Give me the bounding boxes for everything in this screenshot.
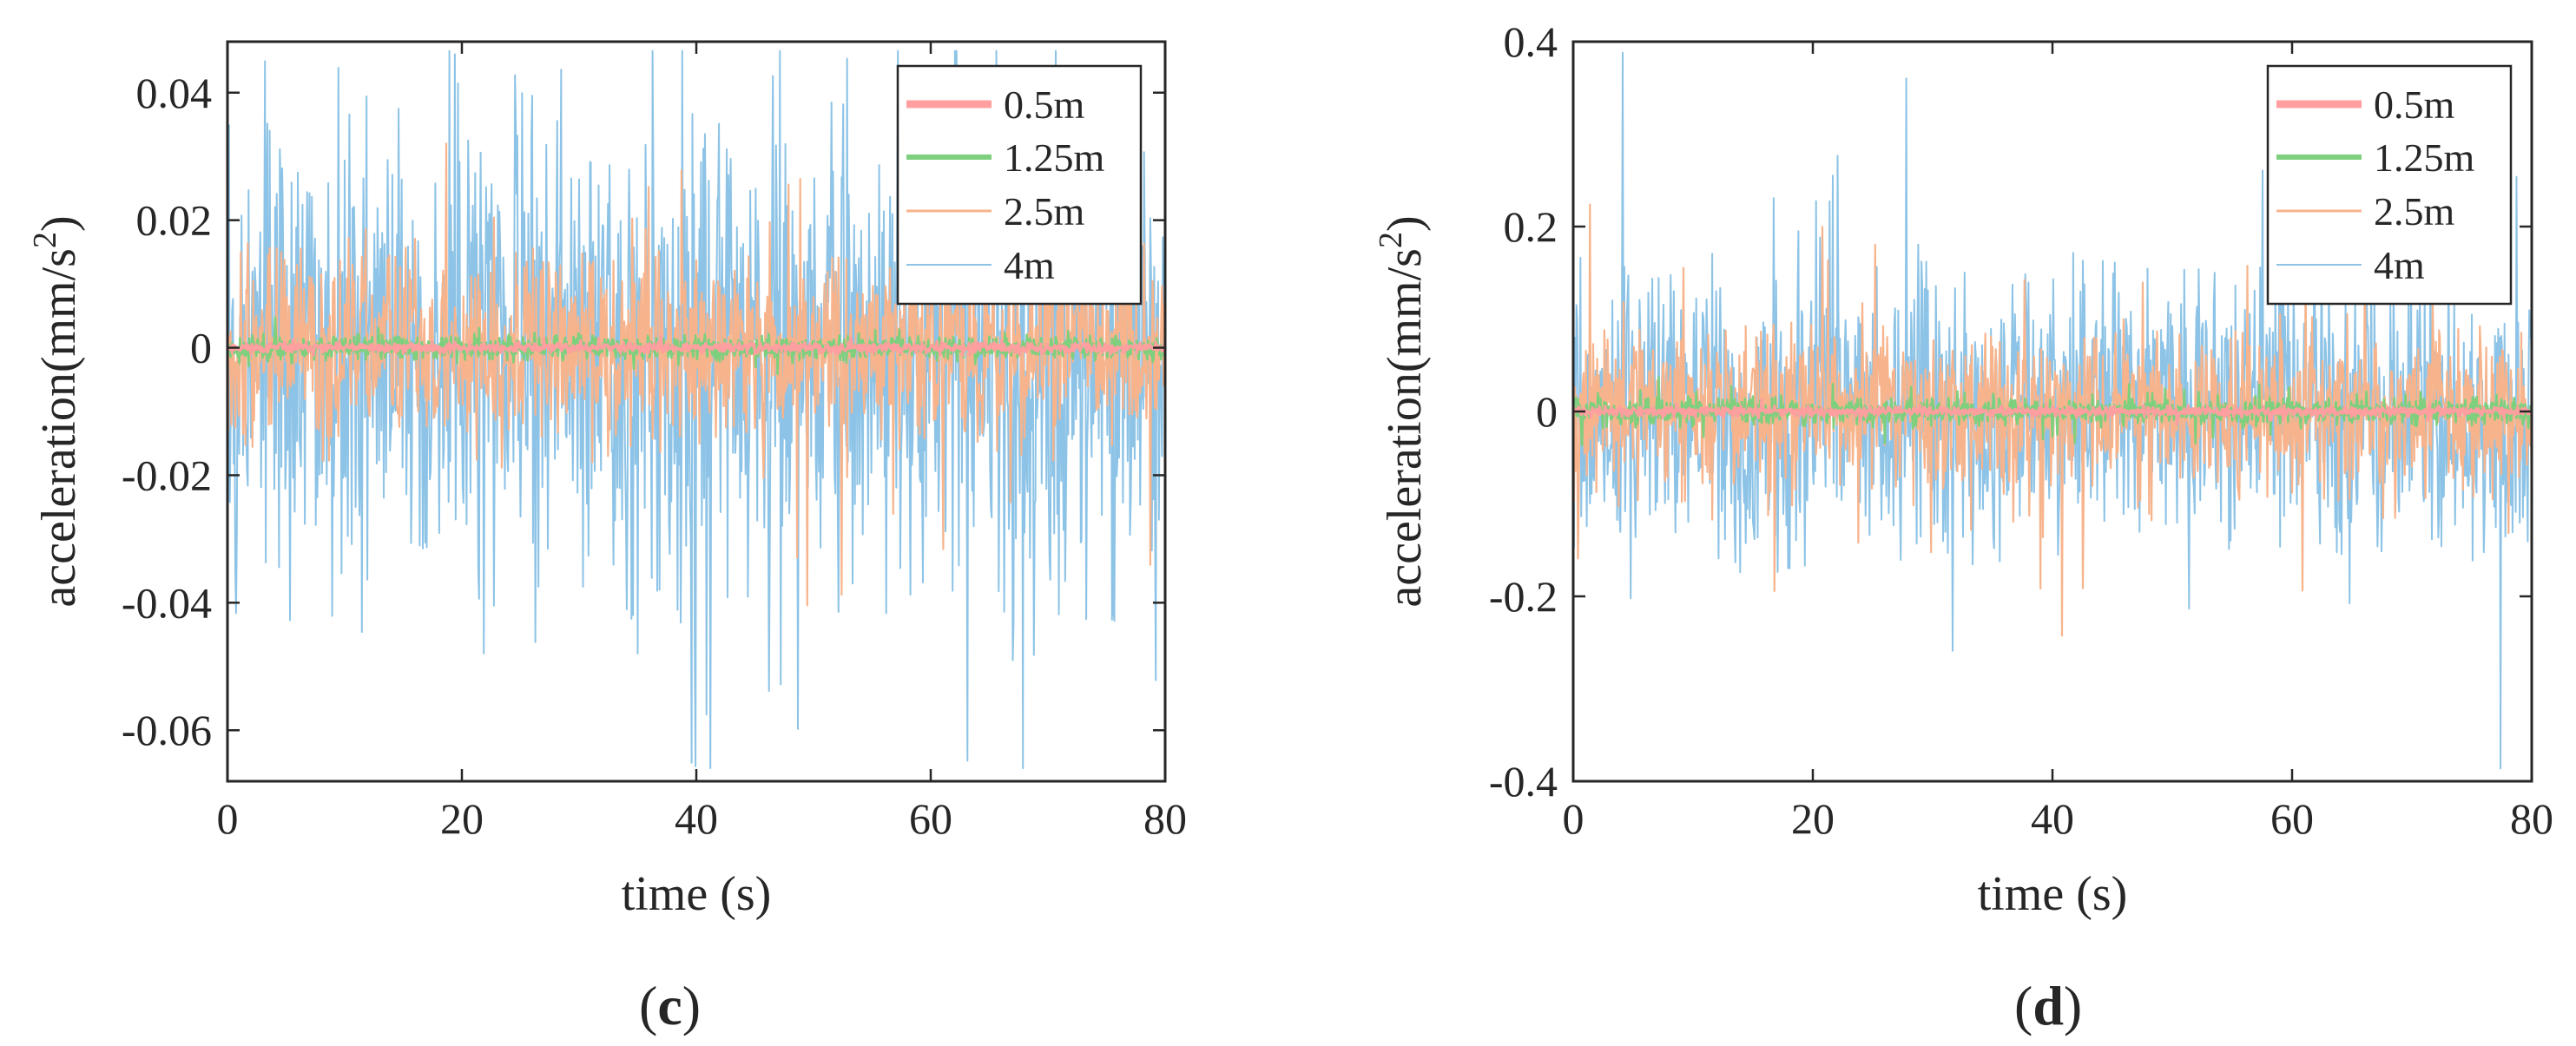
x-tick-label: 0 [1563,794,1584,843]
y-tick-label: -0.04 [122,578,212,627]
series-line-0-5m [1571,398,2533,426]
x-tick-label: 60 [2270,794,2314,843]
x-axis-label: time (s) [622,867,772,921]
y-tick-label: -0.02 [122,451,212,499]
y-tick-label: -0.4 [1489,757,1558,806]
legend: 0.5m 1.25m 2.5m 4m [896,64,1143,306]
x-tick-label: 80 [1143,794,1187,843]
y-tick-label: 0.04 [136,69,213,117]
y-axis-label: acceleration(mm/s2) [27,215,86,607]
x-axis-label: time (s) [1978,867,2128,921]
y-axis-label: acceleration(mm/s2) [1373,215,1432,607]
x-tick-label: 80 [2510,794,2553,843]
legend: 0.5m 1.25m 2.5m 4m [2266,64,2513,306]
y-tick-label: 0.02 [136,196,213,245]
series-group [1571,51,2533,770]
chart-panel-d: 0 20 40 60 80 -0.4 -0.2 0 0.2 0.4 0.5m 1.25m 2.5m… [1373,17,2553,1036]
legend-label-0-5m: 0.5m [1004,82,1085,127]
legend-label-4m: 4m [1004,243,1055,287]
x-tick-label: 20 [440,794,484,843]
legend-label-2-5m: 2.5m [2374,189,2455,234]
y-tick-label: -0.06 [122,706,212,754]
axis-ticks: 0 20 40 60 80 -0.4 -0.2 0 0.2 0.4 [1489,17,2553,843]
legend-label-1-25m: 1.25m [1004,135,1105,180]
panel-label: (c) [639,975,701,1036]
y-tick-label: 0.4 [1504,17,1558,66]
legend-label-2-5m: 2.5m [1004,189,1085,234]
legend-label-1-25m: 1.25m [2374,135,2475,180]
legend-label-0-5m: 0.5m [2374,82,2455,127]
y-tick-label: -0.2 [1489,572,1558,621]
y-tick-label: 0.2 [1504,202,1558,251]
x-tick-label: 60 [909,794,952,843]
y-tick-label: 0 [1536,387,1558,436]
x-tick-label: 20 [1791,794,1835,843]
chart-panel-c: 0 20 40 60 80 -0.06 -0.04 -0.02 0 0.02 0.04 0.5m 1… [27,40,1187,1036]
x-tick-label: 40 [2031,794,2074,843]
series-line-0-5m [226,334,1167,358]
axis-ticks: 0 20 40 60 80 -0.06 -0.04 -0.02 0 0.02 0.04 [122,42,1187,843]
panel-label: (d) [2014,975,2082,1036]
x-tick-label: 0 [217,794,239,843]
legend-label-4m: 4m [2374,243,2425,287]
y-tick-label: 0 [190,324,212,372]
x-tick-label: 40 [675,794,718,843]
